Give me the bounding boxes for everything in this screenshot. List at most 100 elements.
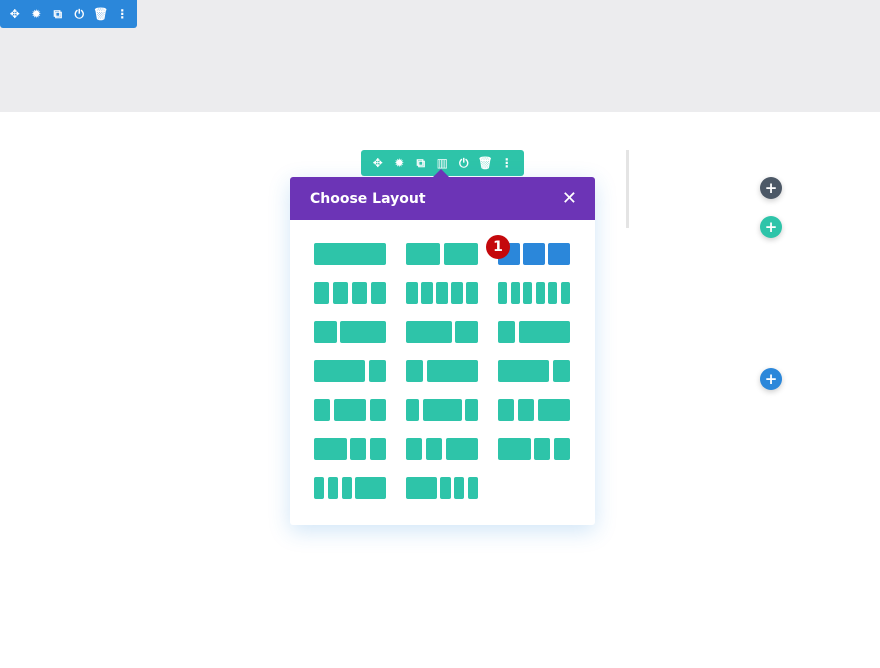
layout-column (406, 360, 424, 382)
layout-column (523, 243, 545, 265)
layout-option[interactable] (406, 282, 478, 304)
layout-column (467, 477, 478, 499)
layout-column (454, 477, 465, 499)
layout-option[interactable] (314, 438, 386, 460)
layout-option[interactable] (406, 399, 478, 421)
layout-column (369, 399, 386, 421)
layout-column (443, 243, 478, 265)
layout-column (548, 282, 558, 304)
layout-column (406, 243, 441, 265)
layout-column (368, 360, 386, 382)
layout-column (553, 438, 570, 460)
layout-column (537, 399, 570, 421)
layout-grid (314, 243, 571, 499)
layout-option[interactable] (314, 243, 386, 265)
layout-column (518, 321, 570, 343)
layout-option[interactable] (406, 360, 478, 382)
layout-column (332, 282, 349, 304)
layout-column (548, 243, 571, 265)
layout-option[interactable] (498, 321, 570, 343)
layout-option[interactable] (498, 282, 570, 304)
layout-column (314, 399, 331, 421)
layout-column (498, 282, 508, 304)
layout-column (350, 438, 367, 460)
columns-icon[interactable]: ▥ (436, 156, 448, 170)
layout-option[interactable] (406, 477, 478, 499)
layout-column (523, 282, 533, 304)
add-module-button[interactable]: + (760, 177, 782, 199)
divider (626, 150, 629, 228)
layout-column (510, 282, 520, 304)
layout-column (421, 282, 433, 304)
layout-column (314, 477, 325, 499)
modal-title: Choose Layout (310, 190, 426, 207)
layout-option[interactable] (314, 477, 386, 499)
trash-icon[interactable]: 🗑 (93, 7, 109, 21)
close-icon[interactable]: ✕ (561, 188, 577, 209)
gear-icon[interactable]: ✹ (394, 156, 405, 170)
layout-column (314, 243, 386, 265)
layout-option[interactable] (314, 321, 386, 343)
section-toolbar: ✥ ✹ ⧉ ⏻ 🗑 ⋮ (0, 0, 137, 28)
trash-icon[interactable]: 🗑 (477, 156, 493, 170)
layout-option[interactable] (498, 399, 570, 421)
layout-column (369, 438, 386, 460)
layout-column (498, 399, 515, 421)
layout-column (333, 399, 367, 421)
duplicate-icon[interactable]: ⧉ (53, 6, 63, 21)
layout-option[interactable] (406, 243, 478, 265)
layout-column (406, 399, 419, 421)
more-icon[interactable]: ⋮ (116, 7, 129, 21)
layout-column (406, 282, 418, 304)
layout-option[interactable] (314, 360, 386, 382)
modal-header: Choose Layout ✕ (290, 169, 595, 220)
layout-column (340, 321, 386, 343)
layout-column (406, 477, 437, 499)
layout-option[interactable] (314, 282, 386, 304)
gear-icon[interactable]: ✹ (31, 7, 42, 21)
row-toolbar: ✥ ✹ ⧉ ▥ ⏻ 🗑 ⋮ (361, 150, 524, 176)
power-icon[interactable]: ⏻ (459, 155, 469, 170)
duplicate-icon[interactable]: ⧉ (416, 155, 426, 170)
layout-option[interactable] (498, 360, 570, 382)
choose-layout-modal: Choose Layout ✕ (290, 169, 595, 525)
layout-option[interactable] (406, 438, 478, 460)
add-section-button[interactable]: + (760, 368, 782, 390)
layout-column (422, 399, 462, 421)
layout-column (455, 321, 478, 343)
layout-column (445, 438, 478, 460)
move-icon[interactable]: ✥ (372, 156, 383, 170)
layout-column (314, 321, 337, 343)
layout-option[interactable] (314, 399, 386, 421)
layout-column (466, 282, 478, 304)
step-badge: 1 (486, 235, 510, 259)
more-icon[interactable]: ⋮ (500, 156, 513, 170)
layout-column (498, 360, 550, 382)
layout-option[interactable] (406, 321, 478, 343)
layout-column (440, 477, 451, 499)
layout-column (425, 438, 442, 460)
layout-column (314, 360, 366, 382)
layout-column (355, 477, 386, 499)
layout-column (351, 282, 368, 304)
layout-column (517, 399, 534, 421)
layout-column (406, 438, 423, 460)
layout-column (498, 438, 531, 460)
layout-option[interactable] (498, 438, 570, 460)
layout-column (498, 321, 516, 343)
layout-column (406, 321, 452, 343)
layout-column (465, 399, 478, 421)
section-background (0, 0, 880, 112)
layout-column (535, 282, 545, 304)
layout-column (314, 282, 330, 304)
move-icon[interactable]: ✥ (9, 7, 20, 21)
layout-column (552, 360, 570, 382)
layout-column (370, 282, 386, 304)
layout-option[interactable] (498, 243, 571, 265)
layout-column (341, 477, 352, 499)
add-row-button[interactable]: + (760, 216, 782, 238)
power-icon[interactable]: ⏻ (74, 6, 85, 21)
layout-column (534, 438, 551, 460)
layout-column (451, 282, 463, 304)
layout-column (436, 282, 448, 304)
